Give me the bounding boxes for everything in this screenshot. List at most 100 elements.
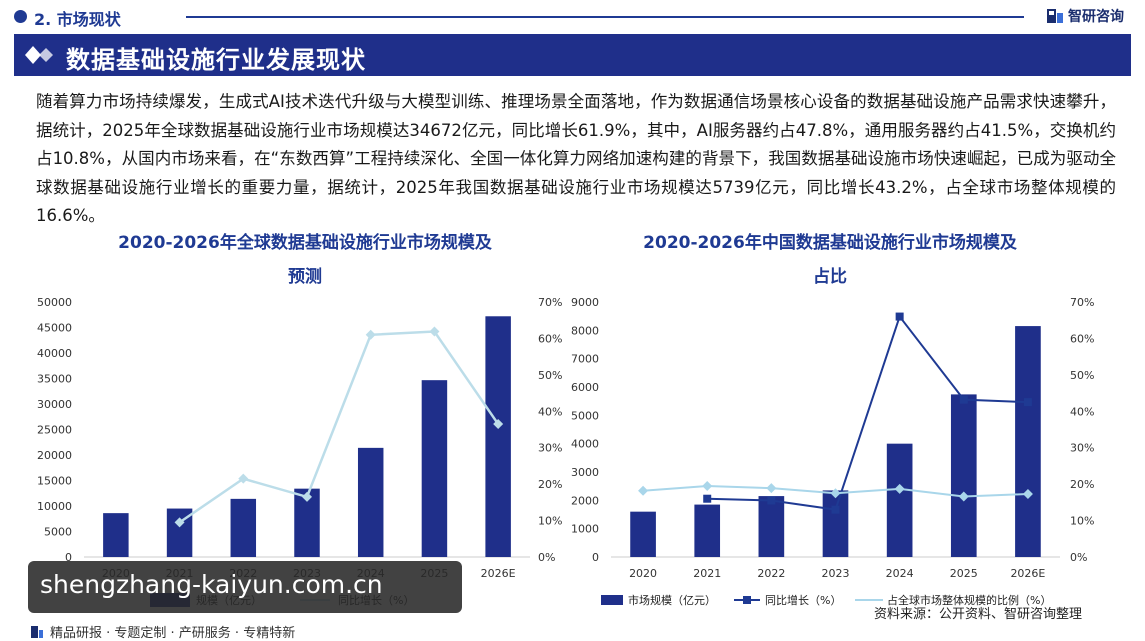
c-y-right-tick: 10%: [1070, 515, 1094, 528]
g-point-0: [493, 419, 504, 430]
g-point-0: [302, 491, 312, 502]
g-y-right-tick: 40%: [538, 405, 562, 418]
c-x-tick: 2020: [629, 567, 657, 580]
g-bar: [230, 498, 257, 557]
brand-logo: 智研咨询: [1046, 6, 1124, 26]
right-chart-title-line1: 2020-2026年中国数据基础设施行业市场规模及: [643, 233, 1017, 253]
c-point-0: [895, 312, 904, 321]
c-y-right-tick: 20%: [1070, 478, 1094, 491]
c-point-0: [831, 505, 840, 514]
c-y-right-tick: 0%: [1070, 551, 1087, 564]
c-point-0: [1023, 398, 1032, 407]
g-bar: [421, 380, 448, 557]
g-x-tick: 2026E: [481, 567, 516, 580]
c-y-left-tick: 0: [592, 551, 599, 564]
c-point-1: [766, 483, 777, 494]
diamond-icon: [25, 46, 53, 64]
c-legend-label-share: 占全球市场整体规模的比例（%）: [887, 593, 1051, 607]
left-chart-title: 2020-2026年全球数据基础设施行业市场规模及 预测: [70, 226, 540, 294]
c-y-left-tick: 9000: [571, 296, 599, 309]
title-banner: 数据基础设施行业发展现状: [14, 34, 1131, 76]
right-chart-title: 2020-2026年中国数据基础设施行业市场规模及 占比: [600, 226, 1060, 294]
g-y-left-tick: 5000: [44, 526, 72, 539]
brand-logo-icon: [1047, 9, 1063, 23]
c-x-tick: 2023: [822, 567, 850, 580]
g-point-0: [365, 329, 376, 340]
c-y-right-tick: 30%: [1070, 442, 1094, 455]
c-bar: [758, 496, 785, 557]
g-y-right-tick: 50%: [538, 369, 562, 382]
c-y-left-tick: 6000: [571, 381, 599, 394]
footer: 精品研报 · 专题定制 · 产研服务 · 专精特新: [30, 622, 295, 641]
c-y-right-tick: 60%: [1070, 332, 1094, 345]
c-y-left-tick: 7000: [571, 353, 599, 366]
g-point-0: [174, 517, 185, 528]
c-point-1: [830, 488, 841, 499]
top-bar: 2. 市场现状 智研咨询: [0, 0, 1145, 34]
c-x-tick: 2024: [886, 567, 914, 580]
g-bar: [485, 316, 511, 557]
c-bar: [886, 443, 913, 557]
g-bar: [357, 447, 384, 557]
section-label: 2. 市场现状: [34, 10, 121, 29]
g-y-right-tick: 70%: [538, 296, 562, 309]
c-point-1: [1022, 488, 1033, 499]
brand-name: 智研咨询: [1068, 9, 1124, 25]
c-y-right-tick: 70%: [1070, 296, 1094, 309]
c-point-0: [767, 496, 776, 505]
c-y-left-tick: 1000: [571, 523, 599, 536]
c-legend-label-bar: 市场规模（亿元）: [628, 593, 716, 607]
g-y-left-tick: 25000: [37, 424, 72, 437]
source-note: 资料来源：公开资料、智研咨询整理: [874, 607, 1083, 622]
g-y-left-tick: 15000: [37, 475, 72, 488]
g-point-0: [429, 326, 440, 337]
c-point-0: [959, 395, 968, 404]
section-bullet-icon: [14, 10, 27, 23]
c-y-right-tick: 40%: [1070, 405, 1094, 418]
section-divider: [186, 16, 1024, 18]
page-title: 数据基础设施行业发展现状: [66, 46, 366, 74]
left-chart-title-line1: 2020-2026年全球数据基础设施行业市场规模及: [118, 233, 492, 253]
watermark-text: shengzhang-kaiyun.com.cn: [40, 570, 383, 599]
g-y-right-tick: 0%: [538, 551, 555, 564]
g-y-right-tick: 20%: [538, 478, 562, 491]
c-legend-marker-yoy: [743, 596, 751, 604]
g-y-right-tick: 30%: [538, 442, 562, 455]
c-y-left-tick: 5000: [571, 409, 599, 422]
g-y-left-tick: 40000: [37, 347, 72, 360]
c-point-1: [702, 480, 713, 491]
footer-logo-icon: [31, 625, 43, 638]
c-x-tick: 2026E: [1010, 567, 1045, 580]
c-bar: [630, 511, 656, 557]
c-x-tick: 2021: [693, 567, 721, 580]
g-y-left-tick: 0: [65, 551, 72, 564]
g-y-left-tick: 20000: [37, 449, 72, 462]
c-point-1: [958, 491, 969, 502]
c-bar: [1015, 326, 1041, 557]
c-point-0: [703, 494, 712, 503]
intro-paragraph: 随着算力市场持续爆发，生成式AI技术迭代升级与大模型训练、推理场景全面落地，作为…: [36, 92, 1116, 225]
watermark-overlay: shengzhang-kaiyun.com.cn: [28, 561, 462, 613]
c-legend-label-yoy: 同比增长（%）: [765, 593, 841, 607]
left-chart-title-line2: 预测: [288, 267, 322, 287]
c-y-right-tick: 50%: [1070, 369, 1094, 382]
right-chart-title-line2: 占比: [813, 267, 847, 287]
c-y-left-tick: 4000: [571, 438, 599, 451]
g-y-right-tick: 60%: [538, 332, 562, 345]
g-y-left-tick: 50000: [37, 296, 72, 309]
c-bar: [694, 504, 721, 557]
g-y-right-tick: 10%: [538, 515, 562, 528]
g-bar: [103, 513, 129, 557]
c-point-1: [638, 485, 649, 496]
c-line-0: [707, 314, 1028, 511]
c-x-tick: 2025: [950, 567, 978, 580]
c-legend-swatch-bar: [601, 595, 623, 605]
c-bar: [950, 394, 977, 557]
g-line-0: [178, 330, 500, 524]
c-bar: [822, 490, 849, 557]
c-y-left-tick: 8000: [571, 324, 599, 337]
g-y-left-tick: 35000: [37, 373, 72, 386]
g-point-0: [238, 473, 249, 484]
g-y-left-tick: 30000: [37, 398, 72, 411]
